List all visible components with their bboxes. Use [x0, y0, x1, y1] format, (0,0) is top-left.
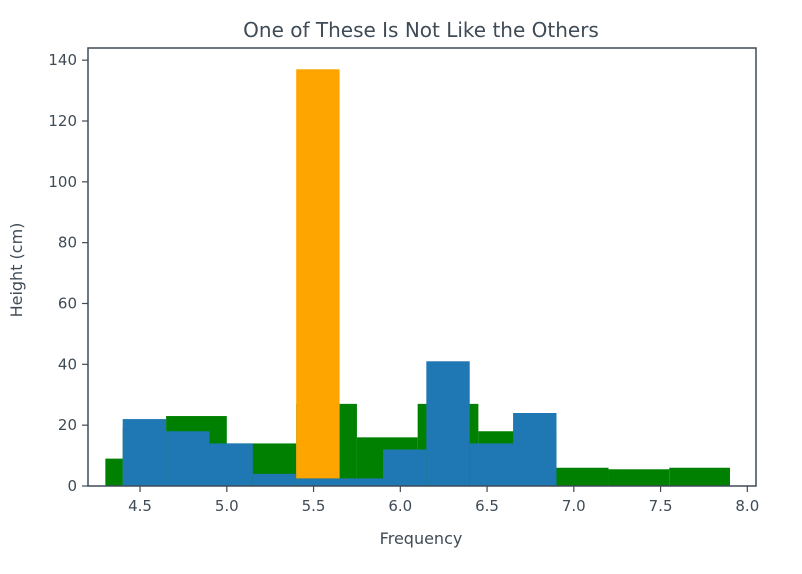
histogram-bar-s1-b0 — [122, 419, 167, 486]
x-tick-label: 7.0 — [562, 497, 586, 515]
x-tick-label: 5.0 — [215, 497, 239, 515]
y-tick-label: 0 — [67, 477, 77, 495]
y-tick-label: 100 — [48, 173, 77, 191]
histogram-bar-s1-b5 — [339, 478, 383, 486]
histogram-bar-s1-b3 — [252, 473, 297, 486]
y-tick-label: 60 — [58, 295, 77, 313]
histogram-bar-s2-b0 — [296, 69, 340, 479]
x-tick-label: 7.5 — [649, 497, 673, 515]
x-tick-label: 5.5 — [302, 497, 326, 515]
plot-frame — [87, 47, 757, 487]
histogram-bar-s1-b9 — [513, 413, 557, 486]
y-tick-label: 20 — [58, 416, 77, 434]
y-axis-ticks: 0 20 40 60 80 100 120 140 — [48, 51, 88, 495]
histogram-bar-s1-b2 — [209, 443, 253, 486]
chart-title: One of These Is Not Like the Others — [243, 18, 599, 42]
histogram-bar-s1-b6 — [382, 449, 427, 486]
x-tick-label: 6.0 — [388, 497, 412, 515]
x-axis-label: Frequency — [380, 529, 463, 548]
y-tick-label: 140 — [48, 51, 77, 69]
x-tick-label: 6.5 — [475, 497, 499, 515]
x-axis-ticks: 4.5 5.0 5.5 6.0 6.5 7.0 7.5 8.0 — [128, 486, 759, 515]
x-tick-label: 4.5 — [128, 497, 152, 515]
histogram-bar-s0-b8 — [556, 467, 609, 486]
y-tick-label: 40 — [58, 355, 77, 373]
bars-layer — [105, 69, 730, 486]
histogram-bar-s1-b4 — [296, 478, 340, 486]
histogram-bar-s1-b7 — [426, 361, 470, 486]
histogram-bar-s1-b1 — [166, 431, 210, 486]
histogram-bar-s1-b8 — [469, 443, 514, 486]
histogram-bar-s0-b0 — [105, 458, 123, 486]
x-tick-label: 8.0 — [735, 497, 759, 515]
histogram-bar-s0-b9 — [608, 469, 670, 486]
y-tick-label: 120 — [48, 112, 77, 130]
y-tick-label: 80 — [58, 234, 77, 252]
histogram-bar-s0-b10 — [669, 467, 730, 486]
y-axis-label: Height (cm) — [7, 223, 26, 318]
